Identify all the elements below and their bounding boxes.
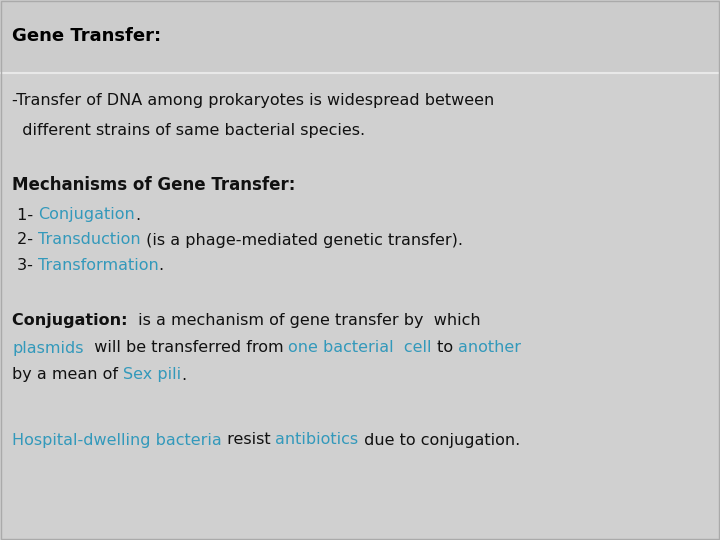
Text: -Transfer of DNA among prokaryotes is widespread between: -Transfer of DNA among prokaryotes is wi…	[12, 92, 494, 107]
Text: (is a phage-mediated genetic transfer).: (is a phage-mediated genetic transfer).	[140, 233, 463, 247]
Text: by a mean of: by a mean of	[12, 368, 123, 382]
Text: antibiotics: antibiotics	[276, 433, 359, 448]
Text: 3-: 3-	[12, 258, 38, 273]
Text: 1-: 1-	[12, 207, 38, 222]
Text: due to conjugation.: due to conjugation.	[359, 433, 520, 448]
Text: .: .	[135, 207, 140, 222]
Text: Transformation: Transformation	[38, 258, 158, 273]
Bar	[0, 0, 720, 73]
Text: Mechanisms of Gene Transfer:: Mechanisms of Gene Transfer:	[12, 176, 295, 194]
Text: will be transferred from: will be transferred from	[84, 341, 288, 355]
Text: Hospital-dwelling bacteria: Hospital-dwelling bacteria	[12, 433, 222, 448]
Text: to: to	[432, 341, 458, 355]
Text: another: another	[458, 341, 521, 355]
Text: Conjugation:: Conjugation:	[12, 313, 133, 327]
Text: plasmids: plasmids	[12, 341, 84, 355]
Text: 2-: 2-	[12, 233, 38, 247]
Text: Transduction: Transduction	[38, 233, 140, 247]
Text: resist: resist	[222, 433, 276, 448]
Text: different strains of same bacterial species.: different strains of same bacterial spec…	[12, 123, 365, 138]
Text: is a mechanism of gene transfer by  which: is a mechanism of gene transfer by which	[133, 313, 481, 327]
Text: Gene Transfer:: Gene Transfer:	[12, 28, 161, 45]
Text: .: .	[181, 368, 186, 382]
Text: Sex pili: Sex pili	[123, 368, 181, 382]
Text: .: .	[158, 258, 164, 273]
Text: one bacterial  cell: one bacterial cell	[288, 341, 432, 355]
Text: Conjugation: Conjugation	[38, 207, 135, 222]
